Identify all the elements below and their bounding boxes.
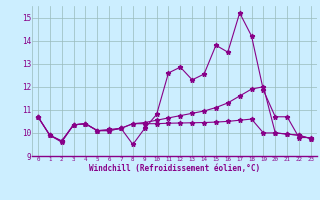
X-axis label: Windchill (Refroidissement éolien,°C): Windchill (Refroidissement éolien,°C) [89, 164, 260, 173]
